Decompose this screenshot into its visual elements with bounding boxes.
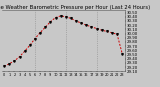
Title: Milwaukee Weather Barometric Pressure per Hour (Last 24 Hours): Milwaukee Weather Barometric Pressure pe… [0, 5, 150, 10]
